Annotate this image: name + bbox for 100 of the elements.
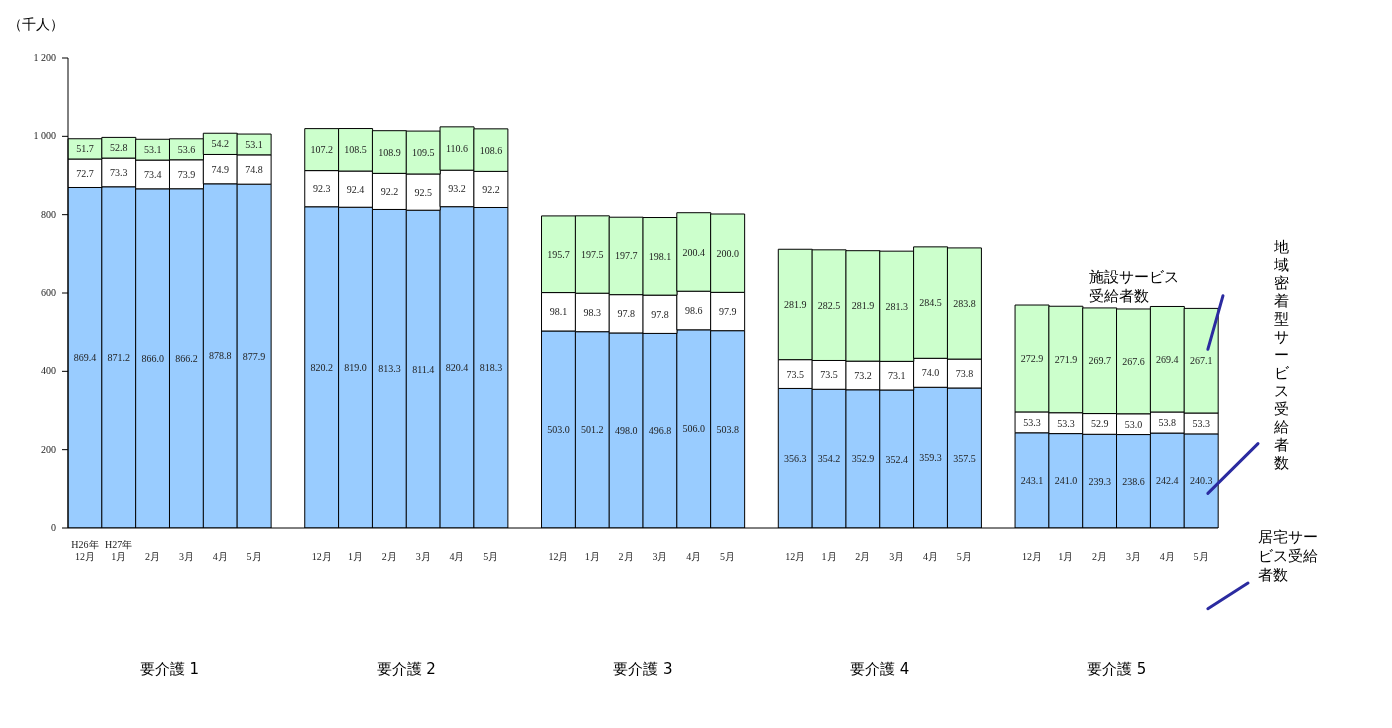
data-label: 110.6: [445, 143, 469, 155]
y-tick-label: 1 200: [33, 52, 56, 63]
data-label: 109.5: [411, 147, 435, 159]
data-label: 52.8: [110, 142, 128, 154]
data-label: 269.4: [1156, 353, 1179, 365]
y-tick-label: 200: [41, 443, 56, 455]
data-label: 866.2: [175, 352, 198, 364]
data-label: 243.1: [1020, 474, 1044, 486]
x-tick-label: H26年 12月: [71, 539, 99, 562]
data-label: 92.5: [414, 186, 432, 198]
x-tick-label: 5月: [483, 551, 499, 562]
data-label: 92.2: [380, 185, 399, 197]
text: 要介護 2: [375, 660, 437, 679]
data-label: 197.7: [614, 250, 638, 262]
data-label: 240.3: [1189, 475, 1213, 487]
x-tick-label: 3月: [889, 551, 905, 562]
data-label: 281.9: [784, 299, 807, 311]
x-tick-label: 4月: [212, 551, 228, 562]
data-label: 352.9: [851, 453, 875, 465]
x-tick-label: 4月: [923, 551, 938, 562]
x-tick-label: 5月: [246, 551, 262, 562]
data-label: 93.2: [448, 182, 466, 194]
data-label: 53.3: [1023, 416, 1041, 428]
data-label: 97.8: [617, 308, 635, 320]
data-label: 267.1: [1189, 355, 1213, 367]
x-tick-label: 1月: [1058, 551, 1074, 562]
x-tick-label: 2月: [145, 551, 161, 562]
data-label: 73.4: [143, 168, 162, 180]
data-label: 200.0: [716, 247, 739, 259]
data-label: 53.3: [1057, 417, 1075, 429]
x-tick-label: 1月: [348, 551, 363, 562]
x-tick-label: 12月: [311, 551, 332, 562]
data-label: 357.5: [953, 452, 976, 464]
data-label: 74.0: [921, 367, 940, 379]
data-label: 501.2: [581, 424, 604, 436]
data-label: 54.2: [211, 138, 230, 150]
data-label: 197.5: [581, 249, 604, 261]
data-label: 813.3: [378, 363, 401, 375]
data-label: 820.2: [310, 361, 334, 373]
data-label: 53.1: [143, 144, 162, 156]
data-label: 356.3: [784, 452, 807, 464]
text: 要介護 1: [138, 660, 201, 679]
data-label: 53.0: [1124, 418, 1143, 430]
data-label: 51.7: [76, 143, 94, 155]
data-label: 272.9: [1020, 353, 1044, 365]
data-label: 866.0: [141, 352, 164, 364]
data-label: 73.5: [820, 369, 838, 381]
data-label: 98.6: [685, 305, 703, 317]
data-label: 73.2: [854, 370, 872, 381]
data-label: 352.4: [885, 453, 909, 465]
y-tick-label: 400: [41, 365, 56, 377]
data-label: 869.4: [73, 352, 97, 364]
x-tick-label: 12月: [785, 551, 806, 562]
data-label: 242.4: [1156, 475, 1179, 487]
data-label: 53.3: [1192, 417, 1210, 429]
data-label: 198.1: [648, 250, 672, 262]
x-tick-label: 4月: [1159, 551, 1175, 562]
data-label: 73.5: [786, 368, 805, 380]
x-tick-label: 12月: [548, 551, 569, 562]
data-label: 498.0: [614, 425, 638, 437]
x-tick-label: 5月: [720, 551, 736, 562]
x-tick-label: 5月: [956, 551, 972, 562]
text: 居宅サービス受給者数: [1258, 528, 1319, 586]
data-label: 53.8: [1158, 417, 1177, 429]
x-tick-label: 2月: [1092, 551, 1108, 562]
text: 要介護 5: [1085, 660, 1148, 679]
series-label: 施設サービス受給者数: [1089, 267, 1181, 306]
x-tick-label: 3月: [1125, 551, 1141, 562]
data-label: 98.3: [583, 307, 602, 318]
data-label: 52.9: [1090, 418, 1109, 430]
data-label: 97.9: [718, 306, 737, 318]
y-tick-label: 600: [41, 287, 56, 298]
x-tick-label: 1月: [584, 551, 600, 562]
data-label: 73.9: [177, 168, 196, 180]
x-tick-label: 3月: [415, 551, 431, 562]
x-tick-label: 2月: [855, 551, 871, 562]
data-label: 74.9: [211, 163, 230, 175]
data-label: 269.7: [1088, 355, 1111, 367]
data-label: 503.8: [716, 423, 739, 435]
data-label: 503.0: [547, 424, 570, 436]
data-label: 283.8: [953, 298, 976, 310]
data-label: 53.1: [245, 139, 263, 151]
data-label: 108.5: [344, 144, 367, 156]
data-label: 53.6: [177, 143, 196, 155]
data-label: 73.8: [955, 368, 974, 380]
data-label: 72.7: [76, 167, 94, 179]
text: 要介護 3: [612, 660, 674, 679]
data-label: 820.4: [445, 361, 469, 373]
data-label: 267.6: [1122, 355, 1145, 367]
data-label: 811.4: [412, 363, 435, 375]
data-label: 73.1: [888, 370, 906, 382]
data-label: 878.8: [209, 350, 232, 362]
data-label: 818.3: [479, 362, 503, 374]
data-label: 92.4: [346, 183, 365, 195]
data-label: 871.2: [107, 351, 131, 363]
x-tick-label: 12月: [1021, 551, 1042, 562]
data-label: 108.9: [378, 146, 401, 158]
data-label: 281.3: [885, 300, 909, 312]
x-tick-label: 2月: [381, 551, 397, 562]
data-label: 108.6: [479, 144, 503, 156]
